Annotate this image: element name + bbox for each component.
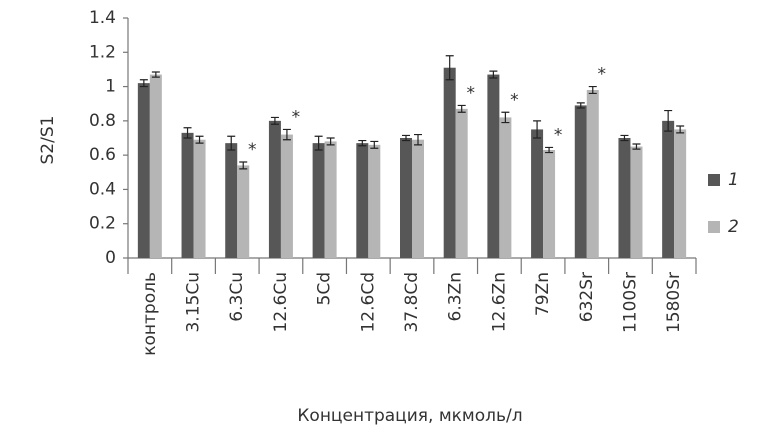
bar (499, 117, 512, 258)
bar (662, 120, 675, 258)
y-tick-label: 0.4 (89, 179, 116, 199)
annotation: * (292, 107, 301, 127)
bar (487, 74, 500, 258)
bar (586, 90, 599, 258)
error-bar (445, 55, 454, 81)
bar (455, 108, 468, 258)
bar (574, 105, 587, 258)
error-bar (282, 128, 291, 141)
annotation: * (598, 65, 607, 85)
annotation: * (248, 140, 257, 160)
x-tick-label: 3.15Cu (184, 272, 204, 333)
bar (237, 165, 250, 258)
bar (543, 150, 556, 258)
annotation: * (554, 125, 563, 145)
x-tick-label: 632Sr (577, 272, 597, 322)
bar (368, 144, 381, 258)
error-bar (183, 127, 192, 139)
bar (280, 134, 293, 258)
x-tick-label: 6.3Cu (227, 272, 247, 322)
x-tick-label: 12.6Cd (358, 272, 378, 333)
x-axis-label: Концентрация, мкмоль/л (297, 406, 522, 426)
y-tick-label: 0.2 (89, 214, 116, 234)
x-tick-label: контроль (140, 272, 160, 356)
error-bar (195, 135, 204, 144)
error-bar (588, 85, 597, 95)
error-bar (239, 161, 248, 170)
bar (268, 120, 281, 258)
legend-swatch (708, 221, 720, 233)
bar (324, 141, 337, 258)
y-axis-label: S2/S1 (38, 116, 58, 165)
y-tick-label: 1 (105, 77, 116, 97)
annotation: * (510, 90, 519, 110)
error-bar (533, 120, 542, 139)
error-bar (676, 125, 685, 134)
error-bar (139, 79, 148, 88)
bar (312, 143, 325, 258)
x-tick-label: 1580Sr (664, 272, 684, 333)
error-bar (151, 71, 160, 78)
legend-swatch (708, 174, 720, 186)
x-tick-label: 12.6Zn (489, 272, 509, 332)
bar (225, 143, 238, 258)
error-bar (414, 133, 422, 146)
error-bar (501, 111, 510, 124)
bar (181, 132, 194, 258)
bar (400, 138, 412, 258)
error-bar (370, 140, 379, 149)
y-tick-label: 1.4 (89, 8, 116, 28)
x-tick-label: 12.6Cu (271, 272, 291, 333)
x-tick-label: 79Zn (533, 272, 553, 316)
x-tick-label: 37.8Cd (402, 272, 422, 333)
bar (193, 139, 206, 258)
legend-label: 1 (728, 170, 739, 190)
bar (412, 139, 424, 258)
bar (356, 143, 369, 258)
y-tick-label: 0.6 (89, 145, 116, 165)
error-bar (314, 135, 323, 151)
error-bar (664, 109, 673, 132)
annotation: * (466, 83, 475, 103)
bar (443, 67, 456, 258)
error-bar (620, 134, 629, 142)
bar (137, 83, 150, 259)
error-bar (457, 104, 466, 113)
x-tick-label: 5Cd (315, 272, 335, 305)
bar (531, 129, 544, 258)
error-bar (402, 134, 410, 142)
legend-label: 2 (728, 217, 739, 237)
error-bar (227, 135, 236, 151)
error-bar (545, 146, 554, 154)
y-tick-label: 0.8 (89, 111, 116, 131)
bar (618, 138, 631, 258)
bar (630, 146, 643, 258)
error-bar (326, 137, 335, 146)
error-bar (270, 116, 279, 125)
y-tick-label: 0 (105, 248, 116, 268)
error-bar (358, 139, 367, 147)
error-bar (632, 143, 641, 150)
x-tick-label: 6.3Zn (446, 272, 466, 321)
error-bar (576, 102, 585, 109)
error-bar (489, 70, 498, 79)
bar (674, 129, 687, 258)
bar (149, 74, 162, 258)
y-tick-label: 1.2 (89, 42, 116, 62)
x-tick-label: 1100Sr (620, 272, 640, 333)
